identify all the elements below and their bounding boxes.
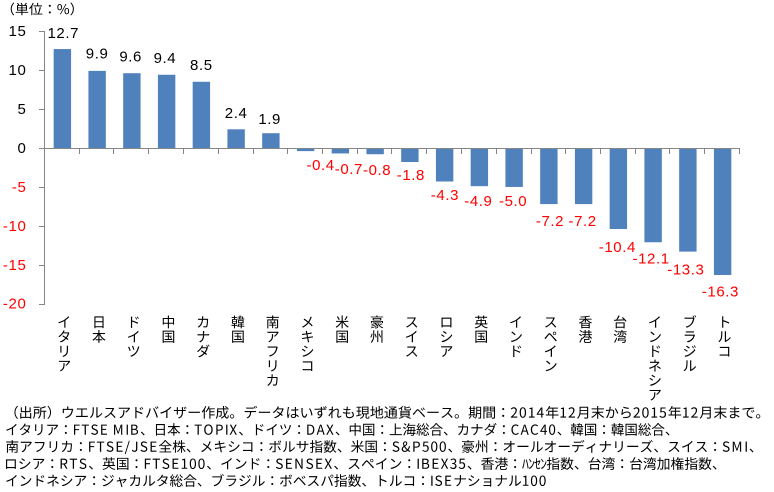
svg-text:-12.1: -12.1 xyxy=(633,251,670,268)
svg-text:9.6: 9.6 xyxy=(119,48,142,65)
svg-text:-0.8: -0.8 xyxy=(363,162,391,179)
svg-text:-15: -15 xyxy=(3,257,26,274)
svg-text:12.7: 12.7 xyxy=(47,25,79,42)
svg-text:-4.3: -4.3 xyxy=(431,187,459,204)
svg-text:15: 15 xyxy=(9,23,27,40)
svg-text:-16.3: -16.3 xyxy=(702,284,739,301)
svg-text:5: 5 xyxy=(17,101,26,118)
svg-text:-10.4: -10.4 xyxy=(599,239,636,256)
svg-text:10: 10 xyxy=(9,62,27,79)
svg-text:-0.7: -0.7 xyxy=(335,161,363,178)
svg-text:-20: -20 xyxy=(3,296,26,313)
svg-text:-7.2: -7.2 xyxy=(568,213,596,230)
svg-text:-0.4: -0.4 xyxy=(306,157,334,174)
svg-text:1.9: 1.9 xyxy=(258,111,281,128)
svg-text:0: 0 xyxy=(17,140,26,157)
svg-text:-4.9: -4.9 xyxy=(464,193,492,210)
svg-text:9.4: 9.4 xyxy=(154,50,177,67)
svg-text:-13.3: -13.3 xyxy=(667,262,704,279)
svg-text:-7.2: -7.2 xyxy=(536,213,564,230)
svg-text:8.5: 8.5 xyxy=(190,57,213,74)
svg-text:-10: -10 xyxy=(3,218,26,235)
svg-text:-5: -5 xyxy=(12,179,27,196)
svg-text:-5.0: -5.0 xyxy=(499,193,527,210)
svg-text:2.4: 2.4 xyxy=(225,105,248,122)
svg-text:9.9: 9.9 xyxy=(86,46,109,63)
svg-text:-1.8: -1.8 xyxy=(397,167,425,184)
